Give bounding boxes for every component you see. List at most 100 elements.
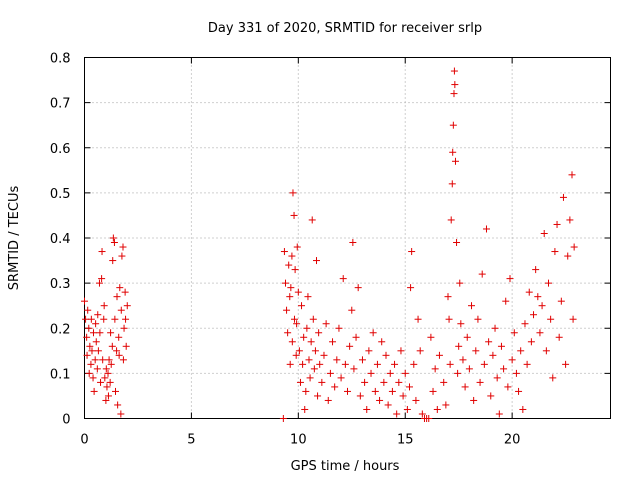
data-point xyxy=(412,396,420,404)
data-point xyxy=(523,360,531,368)
data-point xyxy=(356,392,364,400)
data-point xyxy=(557,297,565,305)
data-point xyxy=(401,369,409,377)
data-point xyxy=(279,415,287,422)
data-point xyxy=(451,81,459,89)
data-point xyxy=(371,387,379,395)
data-point xyxy=(117,306,125,314)
data-point xyxy=(326,369,334,377)
data-point xyxy=(455,342,463,350)
y-tick-label: 0 xyxy=(62,413,70,428)
data-point xyxy=(115,333,123,341)
data-point xyxy=(551,248,559,256)
data-point xyxy=(97,378,105,386)
data-point xyxy=(112,387,120,395)
x-tick-label: 15 xyxy=(397,433,414,448)
data-point xyxy=(281,279,289,287)
data-point xyxy=(90,387,98,395)
data-point xyxy=(289,189,297,197)
data-point xyxy=(96,329,104,337)
data-point xyxy=(122,315,130,323)
data-point xyxy=(115,351,123,359)
data-point xyxy=(119,356,127,364)
data-point xyxy=(318,378,326,386)
data-point xyxy=(320,351,328,359)
data-point xyxy=(120,324,128,332)
x-tick-label: 10 xyxy=(290,433,307,448)
data-point xyxy=(461,383,469,391)
data-point xyxy=(470,396,478,404)
x-tick-label: 5 xyxy=(187,433,195,448)
data-point xyxy=(298,302,306,310)
data-point xyxy=(303,324,311,332)
data-point xyxy=(88,347,96,355)
data-point xyxy=(87,360,95,368)
data-point xyxy=(337,374,345,382)
data-point xyxy=(376,396,384,404)
data-point xyxy=(291,266,299,274)
data-point xyxy=(284,329,292,337)
data-point xyxy=(547,315,555,323)
data-point xyxy=(84,306,92,314)
data-point xyxy=(506,275,514,283)
data-point xyxy=(315,329,323,337)
data-point xyxy=(451,157,459,165)
data-point xyxy=(310,365,318,373)
chart-title: Day 331 of 2020, SRMTID for receiver srl… xyxy=(208,21,482,36)
data-point xyxy=(114,401,122,409)
data-point xyxy=(487,392,495,400)
data-point xyxy=(287,284,295,292)
data-point xyxy=(510,329,518,337)
data-point xyxy=(508,356,516,364)
data-point xyxy=(429,387,437,395)
data-point xyxy=(333,356,341,364)
data-point xyxy=(410,360,418,368)
y-tick-label: 0.8 xyxy=(50,52,71,67)
data-point xyxy=(348,306,356,314)
data-point xyxy=(302,387,310,395)
data-point xyxy=(100,315,108,323)
data-point xyxy=(290,211,298,219)
data-point xyxy=(491,324,499,332)
data-point xyxy=(391,360,399,368)
data-point xyxy=(294,288,302,296)
data-point xyxy=(288,252,296,260)
data-point xyxy=(100,302,108,310)
data-point xyxy=(500,365,508,373)
data-point xyxy=(119,243,127,251)
data-point xyxy=(435,351,443,359)
data-point xyxy=(94,311,102,319)
data-point xyxy=(280,248,288,256)
data-point xyxy=(544,279,552,287)
data-point xyxy=(89,374,97,382)
data-point xyxy=(361,378,369,386)
data-point xyxy=(293,243,301,251)
data-point xyxy=(397,347,405,355)
data-point xyxy=(414,315,422,323)
data-point xyxy=(459,356,467,364)
data-point xyxy=(301,405,309,413)
data-point xyxy=(386,369,394,377)
data-point xyxy=(104,392,112,400)
data-point xyxy=(478,270,486,278)
data-point xyxy=(497,342,505,350)
data-point xyxy=(286,293,294,301)
data-point xyxy=(427,333,435,341)
data-point xyxy=(312,257,320,265)
data-point xyxy=(525,288,533,296)
data-point xyxy=(105,356,113,364)
data-point xyxy=(568,171,576,179)
data-point xyxy=(367,369,375,377)
data-point xyxy=(117,410,125,418)
data-point xyxy=(293,320,301,328)
data-point xyxy=(440,378,448,386)
data-point xyxy=(504,383,512,391)
data-point xyxy=(472,347,480,355)
data-point xyxy=(408,248,416,256)
data-point xyxy=(299,360,307,368)
data-point xyxy=(465,365,473,373)
data-point xyxy=(559,193,567,201)
data-point xyxy=(91,356,99,364)
data-point xyxy=(109,257,117,265)
data-point xyxy=(288,338,296,346)
